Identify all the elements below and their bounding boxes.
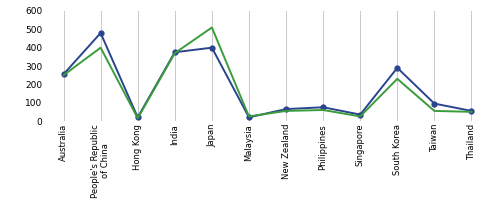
2009–2010 [60, 73, 66, 75]
2009–2010 [172, 51, 178, 53]
2009–2010 [357, 113, 363, 116]
2011–2012 [246, 115, 252, 118]
2009–2010 [320, 106, 326, 108]
2009–2010 [283, 108, 289, 110]
2009–2010 [246, 116, 252, 119]
2011–2012 [134, 117, 140, 120]
2011–2012 [172, 52, 178, 55]
2009–2010 [209, 46, 215, 49]
2009–2010 [134, 116, 140, 119]
2011–2012 [357, 115, 363, 118]
2011–2012 [283, 110, 289, 112]
2009–2010 [98, 32, 103, 34]
Line: 2011–2012: 2011–2012 [64, 28, 472, 118]
2009–2010 [432, 102, 438, 105]
2011–2012 [98, 46, 103, 49]
2009–2010 [394, 66, 400, 69]
Line: 2009–2010: 2009–2010 [61, 31, 474, 120]
2011–2012 [394, 77, 400, 80]
2009–2010 [468, 110, 474, 112]
2011–2012 [209, 26, 215, 29]
2011–2012 [468, 110, 474, 113]
2011–2012 [432, 110, 438, 112]
2011–2012 [60, 74, 66, 77]
2011–2012 [320, 109, 326, 111]
